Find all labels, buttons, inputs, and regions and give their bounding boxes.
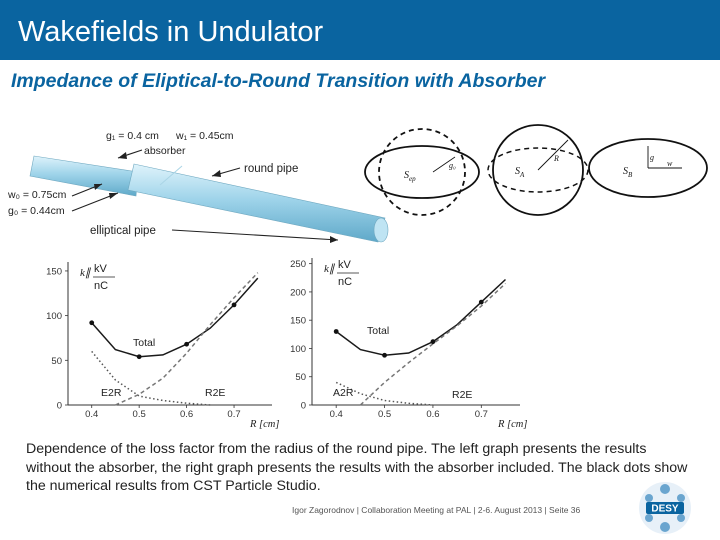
x-tick-label: 0.5 xyxy=(133,409,146,420)
chart-left: 0 50 100 150 0.4 0.5 0.6 0.7 R [cm] k∥ kV nC Total E2… xyxy=(46,262,279,430)
g-symbol: g xyxy=(650,153,654,162)
series-r2e-line xyxy=(115,272,259,406)
ellipse-outline xyxy=(364,145,480,199)
x-tick-label: 0.7 xyxy=(475,409,488,420)
absorber-label: absorber xyxy=(144,145,186,157)
series-total-label: Total xyxy=(133,337,155,349)
y-tick-label: 100 xyxy=(290,344,306,355)
x-tick-label: 0.6 xyxy=(426,409,439,420)
round-pipe-label: round pipe xyxy=(244,163,298,175)
b-ellipse xyxy=(588,138,708,198)
x-tick-label: 0.7 xyxy=(227,409,240,420)
elliptical-pipe-label: elliptical pipe xyxy=(90,225,156,237)
x-tick-label: 0.6 xyxy=(180,409,193,420)
absorber-circle xyxy=(492,124,584,216)
g1-label: g₁ = 0.4 cm xyxy=(106,130,159,142)
sa-symbol: SA xyxy=(515,166,525,179)
y-tick-label: 150 xyxy=(290,316,306,327)
data-dot xyxy=(231,302,237,308)
y-tick-label: 50 xyxy=(295,372,306,383)
series-r2e-line xyxy=(359,282,507,406)
y-axis-symbol: k∥ xyxy=(324,263,336,275)
data-dot xyxy=(184,341,190,347)
elliptical-pipe-arrow xyxy=(171,229,339,241)
data-dot xyxy=(136,354,142,360)
x-tick-label: 0.4 xyxy=(85,409,98,420)
x-tick-label: 0.5 xyxy=(378,409,391,420)
y-axis-symbol: k∥ xyxy=(80,267,92,279)
data-dot xyxy=(478,299,484,305)
w-symbol: w xyxy=(667,159,673,168)
cross-section-ep: Sep g₀ xyxy=(364,128,480,216)
r-symbol: R xyxy=(553,154,559,163)
series-r2e-label: R2E xyxy=(452,389,472,401)
g0-label: g₀ = 0.44cm xyxy=(8,205,65,217)
round-pipe-body xyxy=(127,163,386,243)
sb-symbol: SB xyxy=(623,166,633,179)
round-outline-dashed xyxy=(378,128,466,216)
data-dot xyxy=(89,320,95,326)
desy-logo: DESY xyxy=(639,482,691,534)
title-bar: Wakefields in Undulator xyxy=(0,0,720,60)
x-tick-label: 0.4 xyxy=(330,409,343,420)
chart-right: 0 50 100 150 200 250 0.4 0.5 0.6 0.7 R [cm] k∥ kV nC T… xyxy=(290,258,527,430)
desy-logo-text: DESY xyxy=(651,504,679,515)
series-total-label: Total xyxy=(367,325,389,337)
absorber-ellipse-dashed xyxy=(487,147,589,193)
slide-subtitle: Impedance of Eliptical-to-Round Transiti… xyxy=(11,70,546,92)
data-dot xyxy=(333,329,339,334)
w0-label: w₀ = 0.75cm xyxy=(7,189,67,201)
series-e2r-label: E2R xyxy=(101,387,122,399)
y-unit-denominator: nC xyxy=(338,276,352,288)
series-a2r-line xyxy=(335,381,433,406)
cross-section-b: SB g w xyxy=(588,138,708,198)
y-unit-numerator: kV xyxy=(338,259,352,271)
y-tick-label: 0 xyxy=(57,401,62,412)
x-axis-label: R [cm] xyxy=(497,419,527,430)
y-tick-label: 200 xyxy=(290,287,306,298)
data-dot xyxy=(430,339,436,345)
footer-text: Igor Zagorodnov | Collaboration Meeting … xyxy=(292,505,581,515)
g0-symbol: g₀ xyxy=(449,161,456,170)
w1-label: w₁ = 0.45cm xyxy=(175,130,234,142)
pipe-end-cap xyxy=(373,217,389,243)
y-tick-label: 150 xyxy=(46,266,62,277)
series-a2r-label: A2R xyxy=(333,387,354,399)
figure: g₁ = 0.4 cm w₁ = 0.45cm absorber round p… xyxy=(7,124,708,430)
slide-title: Wakefields in Undulator xyxy=(18,16,324,48)
pipe-illustration: g₁ = 0.4 cm w₁ = 0.45cm absorber round p… xyxy=(7,130,389,243)
y-tick-label: 50 xyxy=(51,356,62,367)
x-axis-label: R [cm] xyxy=(249,419,279,430)
y-unit-numerator: kV xyxy=(94,263,108,275)
caption: Dependence of the loss factor from the r… xyxy=(26,441,688,494)
y-tick-label: 250 xyxy=(290,259,306,270)
series-r2e-label: R2E xyxy=(205,387,225,399)
y-tick-label: 100 xyxy=(46,311,62,322)
data-dot xyxy=(382,352,387,358)
series-total-line xyxy=(91,277,259,358)
sep-symbol: Sep xyxy=(404,170,416,183)
elliptical-pipe-body xyxy=(29,155,139,197)
y-unit-denominator: nC xyxy=(94,280,108,292)
series-total-line xyxy=(335,278,507,356)
y-tick-label: 0 xyxy=(301,401,306,412)
cross-section-a: SA R xyxy=(487,124,589,216)
